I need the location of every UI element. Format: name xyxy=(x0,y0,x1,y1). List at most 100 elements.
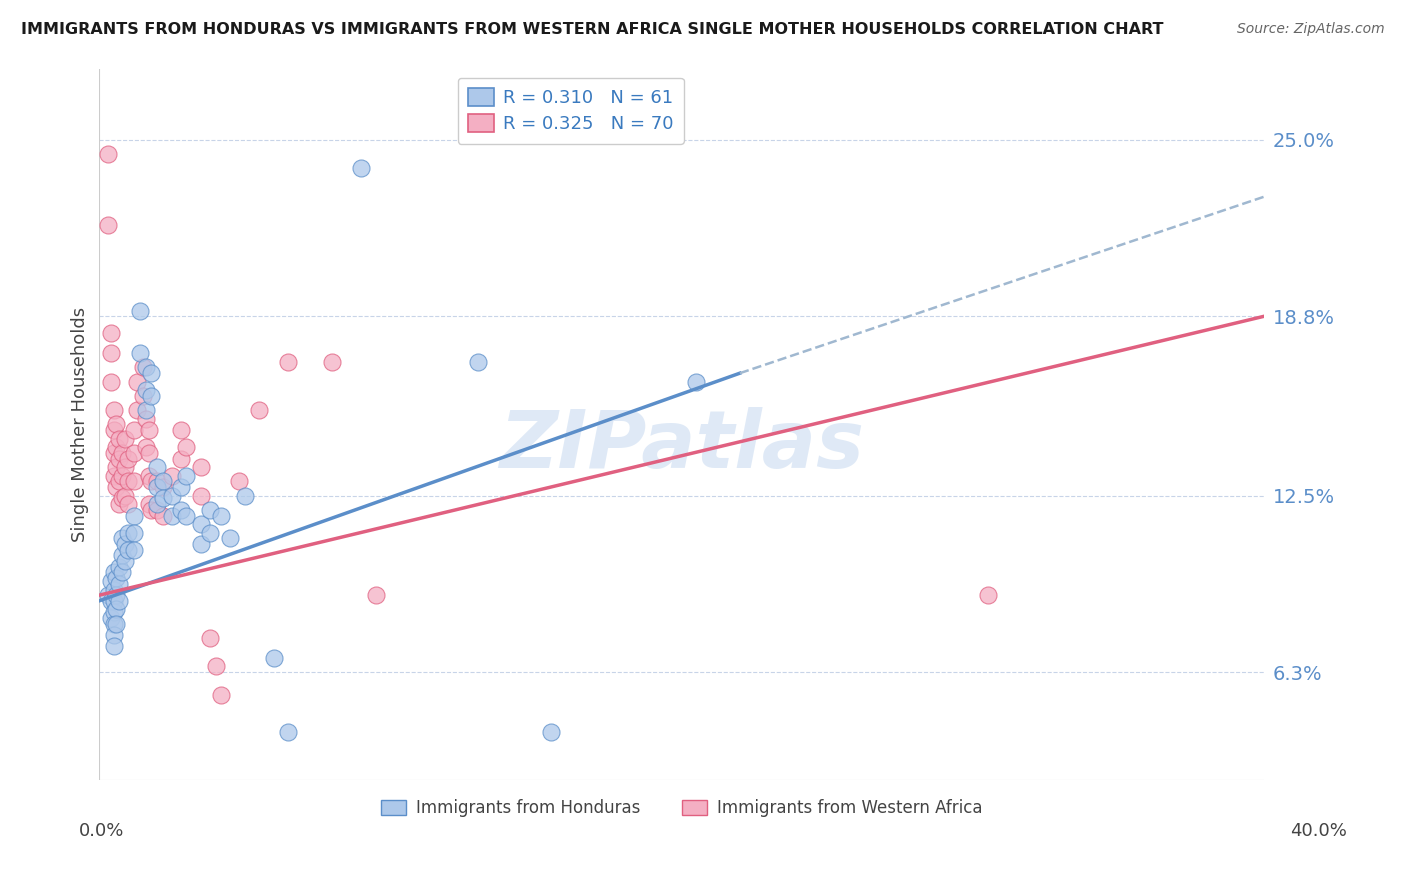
Point xyxy=(111,468,134,483)
Point xyxy=(122,475,145,489)
Point xyxy=(190,517,212,532)
Point xyxy=(100,375,122,389)
Point xyxy=(117,475,139,489)
Point xyxy=(209,688,232,702)
Point xyxy=(176,440,198,454)
Point xyxy=(146,460,169,475)
Point xyxy=(114,554,136,568)
Point xyxy=(105,602,128,616)
Point xyxy=(117,451,139,466)
Point xyxy=(100,611,122,625)
Point xyxy=(190,537,212,551)
Point xyxy=(105,440,128,454)
Point xyxy=(233,489,256,503)
Point xyxy=(125,375,148,389)
Point xyxy=(135,403,157,417)
Y-axis label: Single Mother Households: Single Mother Households xyxy=(72,307,89,542)
Point xyxy=(190,460,212,475)
Point xyxy=(467,355,489,369)
Point xyxy=(152,508,174,523)
Point xyxy=(105,588,128,602)
Point xyxy=(100,594,122,608)
Point xyxy=(103,605,125,619)
Point xyxy=(350,161,373,176)
Point xyxy=(169,423,191,437)
Text: 0.0%: 0.0% xyxy=(79,822,124,840)
Point xyxy=(111,531,134,545)
Point xyxy=(103,628,125,642)
Point xyxy=(128,346,150,360)
Point xyxy=(100,326,122,341)
Point xyxy=(138,497,160,511)
Point xyxy=(198,631,221,645)
Point xyxy=(263,651,285,665)
Text: 40.0%: 40.0% xyxy=(1291,822,1347,840)
Point xyxy=(103,582,125,597)
Point xyxy=(117,497,139,511)
Point xyxy=(97,588,120,602)
Point xyxy=(146,480,169,494)
Point xyxy=(364,588,387,602)
Point xyxy=(198,525,221,540)
Point xyxy=(103,446,125,460)
Point xyxy=(176,508,198,523)
Point xyxy=(135,411,157,425)
Point xyxy=(160,508,183,523)
Point xyxy=(169,451,191,466)
Point xyxy=(122,508,145,523)
Point xyxy=(103,594,125,608)
Point xyxy=(128,303,150,318)
Point xyxy=(114,460,136,475)
Point xyxy=(105,616,128,631)
Point xyxy=(247,403,270,417)
Point xyxy=(228,475,250,489)
Point xyxy=(108,432,131,446)
Point xyxy=(169,480,191,494)
Point xyxy=(160,489,183,503)
Point xyxy=(100,346,122,360)
Point xyxy=(169,503,191,517)
Point xyxy=(117,542,139,557)
Point xyxy=(146,503,169,517)
Point xyxy=(976,588,998,602)
Point xyxy=(103,640,125,654)
Point xyxy=(152,491,174,506)
Point xyxy=(111,446,134,460)
Point xyxy=(138,423,160,437)
Point xyxy=(131,360,153,375)
Point xyxy=(135,440,157,454)
Point xyxy=(685,375,707,389)
Point xyxy=(204,659,226,673)
Point xyxy=(105,417,128,432)
Point xyxy=(219,531,242,545)
Point xyxy=(114,537,136,551)
Point xyxy=(117,525,139,540)
Point xyxy=(97,147,120,161)
Point xyxy=(103,566,125,580)
Point xyxy=(146,497,169,511)
Point xyxy=(176,468,198,483)
Point xyxy=(103,423,125,437)
Point xyxy=(321,355,343,369)
Point xyxy=(100,574,122,588)
Point xyxy=(114,489,136,503)
Point xyxy=(141,503,163,517)
Point xyxy=(141,389,163,403)
Point xyxy=(108,559,131,574)
Point xyxy=(108,475,131,489)
Point xyxy=(277,355,299,369)
Point xyxy=(198,503,221,517)
Point xyxy=(146,475,169,489)
Point xyxy=(108,594,131,608)
Point xyxy=(108,451,131,466)
Point xyxy=(111,491,134,506)
Point xyxy=(141,475,163,489)
Point xyxy=(540,725,562,739)
Point xyxy=(103,468,125,483)
Point xyxy=(103,616,125,631)
Point xyxy=(138,446,160,460)
Text: ZIPatlas: ZIPatlas xyxy=(499,407,865,484)
Point xyxy=(111,549,134,563)
Point xyxy=(152,475,174,489)
Point xyxy=(108,577,131,591)
